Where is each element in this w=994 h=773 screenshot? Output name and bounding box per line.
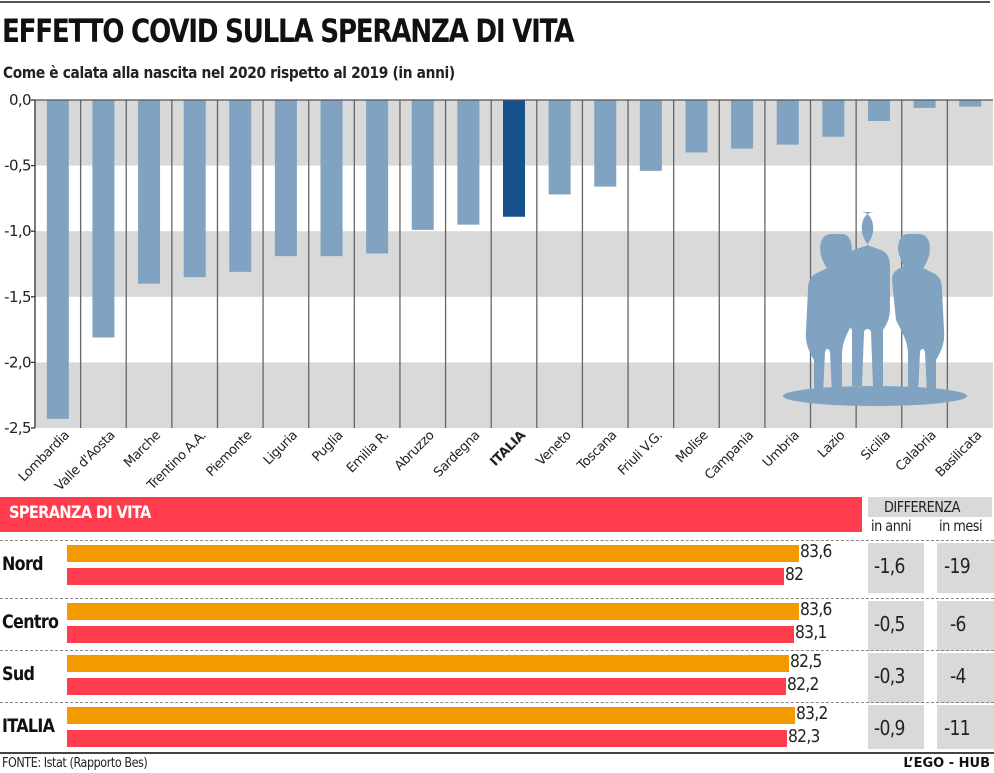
value-2019: 83,2 (796, 703, 829, 724)
bar-basilicata (959, 100, 982, 107)
row-label: Centro (2, 611, 59, 633)
x-tick-label: Basilicata (933, 428, 985, 480)
bar-umbria (776, 100, 799, 145)
y-tick-label: -0,5 (4, 157, 31, 175)
source-note: FONTE: Istat (Rapporto Bes) (2, 756, 148, 771)
x-tick-label: Campania (702, 428, 757, 483)
diff-years-value: -1,6 (874, 554, 905, 578)
diff-years-cell (868, 601, 924, 651)
diff-months-value: -11 (944, 716, 971, 740)
bar-piemonte (229, 100, 252, 272)
x-tick-label: Sicilia (858, 428, 893, 463)
bar-2020 (67, 678, 787, 695)
value-2020: 83,1 (795, 622, 828, 643)
diff-years-cell (868, 653, 924, 703)
diff-months-cell (937, 543, 994, 593)
diff-years-value: -0,5 (874, 612, 905, 636)
column-header-months: in mesi (939, 517, 983, 535)
row-label: Nord (2, 553, 44, 575)
chart-subtitle: Come è calata alla nascita nel 2020 risp… (3, 63, 455, 82)
bar-friuli-v-g- (639, 100, 662, 171)
bar-campania (731, 100, 754, 149)
row-divider (0, 598, 994, 599)
diff-months-value: -19 (944, 554, 971, 578)
diff-months-cell (937, 705, 994, 749)
bar-calabria (913, 100, 936, 108)
x-tick-label: Calabria (893, 428, 939, 474)
top-rule (0, 1, 990, 3)
bar-trentino-a-a- (183, 100, 206, 278)
bar-lazio (822, 100, 845, 137)
bar-valle-d-aosta (92, 100, 115, 338)
bar-2020 (67, 568, 785, 585)
x-tick-label: Piemonte (204, 428, 256, 480)
value-2020: 82 (785, 564, 804, 585)
bar-2019 (67, 655, 789, 672)
bar-2019 (67, 545, 799, 562)
y-tick-label: -2,0 (4, 353, 31, 371)
bar-marche (138, 100, 161, 284)
x-tick-label: Lazio (815, 428, 848, 461)
diff-years-cell (868, 543, 924, 593)
value-2020: 82,3 (788, 726, 820, 747)
x-tick-label: Toscana (574, 428, 620, 474)
x-tick-label: Sardegna (431, 428, 483, 480)
diff-months-value: -4 (950, 664, 966, 688)
bar-2020 (67, 626, 795, 643)
bar-sicilia (867, 100, 890, 121)
value-2019: 83,6 (800, 541, 832, 562)
x-tick-label: Umbria (760, 428, 802, 470)
y-tick-label: 0,0 (9, 91, 31, 109)
bar-italia (503, 100, 525, 217)
diff-years-cell (868, 705, 924, 749)
x-tick-label: Veneto (534, 428, 575, 469)
bottom-rule (0, 752, 994, 754)
y-tick-label: -1,0 (4, 222, 31, 240)
difference-header: DIFFERENZA (868, 497, 992, 517)
bar-abruzzo (411, 100, 434, 230)
diff-years-value: -0,3 (874, 664, 905, 688)
diff-years-value: -0,9 (874, 716, 905, 740)
x-tick-label: Emilia R. (344, 428, 392, 476)
bar-toscana (594, 100, 617, 187)
bar-molise (685, 100, 708, 153)
row-label: ITALIA (2, 715, 55, 737)
brand-credit: L’EGO - HUB (903, 756, 990, 771)
diff-months-cell (937, 653, 994, 703)
chart-title: EFFETTO COVID SULLA SPERANZA DI VITA (2, 12, 574, 50)
bar-2020 (67, 730, 788, 747)
value-2019: 82,5 (789, 651, 822, 672)
bar-2019 (67, 707, 796, 724)
y-tick-label: -2,5 (4, 419, 31, 437)
value-2020: 82,2 (787, 674, 819, 695)
table-header-bar: SPERANZA DI VITA (0, 497, 862, 532)
diff-months-value: -6 (950, 612, 966, 636)
column-header-years: in anni (871, 517, 912, 535)
bar-2019 (67, 603, 799, 620)
x-tick-label: Puglia (310, 428, 347, 465)
row-divider (0, 650, 994, 651)
bar-veneto (548, 100, 571, 195)
row-divider (0, 702, 994, 703)
y-tick-label: -1,5 (4, 288, 31, 306)
difference-header-label: DIFFERENZA (884, 498, 961, 516)
diff-months-cell (937, 601, 994, 651)
x-tick-label: Abruzzo (392, 428, 438, 474)
x-tick-label: Marche (121, 428, 164, 471)
bar-emilia-r- (366, 100, 389, 254)
bar-puglia (320, 100, 343, 257)
x-tick-label: ITALIA (487, 428, 529, 470)
x-tick-label: Molise (673, 428, 711, 466)
people-group-icon (783, 212, 967, 406)
x-tick-label: Friuli V.G. (615, 428, 665, 478)
bar-liguria (274, 100, 297, 257)
value-2019: 83,6 (800, 599, 832, 620)
x-tick-label: Liguria (261, 428, 301, 468)
row-divider (0, 540, 994, 541)
bar-lombardia (46, 100, 69, 419)
table-header-label: SPERANZA DI VITA (9, 503, 151, 523)
row-label: Sud (2, 663, 35, 685)
bar-sardegna (457, 100, 480, 225)
